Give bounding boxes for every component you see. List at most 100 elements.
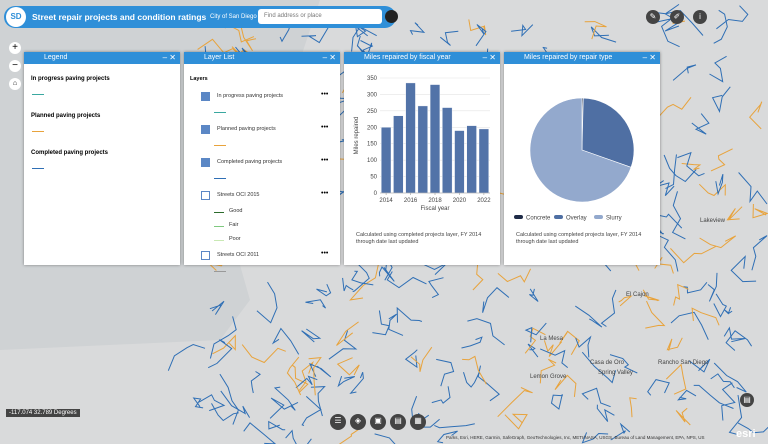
tool-button[interactable]: ▣ (370, 414, 386, 430)
road (462, 355, 487, 385)
road (596, 404, 615, 422)
pie-slice (581, 97, 635, 168)
layer-name: Completed paving projects (217, 159, 283, 165)
road (581, 387, 611, 408)
road (618, 295, 633, 307)
road (713, 9, 728, 44)
road (504, 413, 528, 430)
road (677, 151, 705, 177)
tool-button[interactable]: ◈ (350, 414, 366, 430)
layer-menu[interactable]: ••• (321, 157, 329, 164)
esri-logo: esri (736, 428, 756, 440)
road (316, 283, 332, 297)
chart: Concrete Overlay Slurry (514, 97, 635, 222)
road (721, 382, 736, 421)
layer-menu[interactable]: ••• (321, 250, 329, 257)
road (240, 24, 257, 51)
road (271, 327, 300, 355)
legend-label: Concrete (526, 216, 551, 222)
legend-swatch (594, 215, 603, 219)
layer-checkbox[interactable] (201, 92, 210, 101)
bar (478, 128, 489, 194)
layer-menu[interactable]: ••• (321, 190, 329, 197)
road (713, 293, 727, 318)
road (654, 96, 692, 121)
road (207, 339, 233, 369)
road (670, 245, 717, 264)
legend-swatch (32, 168, 44, 169)
road (256, 281, 278, 324)
road (428, 277, 444, 299)
road (337, 375, 355, 388)
header-bar: SD Street repair projects and condition … (4, 6, 398, 28)
chart-panel: Miles repaired by fiscal year – ✕ 0 50 100 1… (344, 52, 500, 265)
road (243, 422, 277, 444)
place-label: Lakeview (700, 218, 726, 224)
road (590, 26, 617, 43)
chart-caption: Calculated using completed projects laye… (356, 232, 482, 245)
road (713, 362, 747, 393)
layer-list-panel: Layer List – ✕ Layers In progress paving … (184, 52, 340, 272)
home[interactable]: ⌂ (9, 78, 21, 90)
place-label: La Mesa (540, 336, 564, 342)
x-tick-label: 2020 (453, 198, 467, 204)
search-button[interactable] (385, 10, 398, 23)
layers-heading: Layers (190, 76, 208, 82)
search-box[interactable]: Find address or place (258, 9, 382, 24)
road (723, 326, 746, 343)
layer-menu[interactable]: ••• (321, 124, 329, 131)
panel-header[interactable]: Miles repaired by fiscal year – ✕ (344, 52, 500, 64)
layer-menu[interactable]: ••• (321, 91, 329, 98)
panel-header[interactable]: Miles repaired by repair type – ✕ (504, 52, 660, 64)
y-tick-label: 250 (367, 109, 378, 115)
road (269, 397, 299, 419)
road (666, 337, 683, 351)
layer-checkbox[interactable] (201, 251, 210, 260)
basemap-button[interactable]: ▤ (740, 393, 754, 407)
road (285, 429, 312, 444)
zoom-in[interactable]: + (9, 42, 21, 54)
coordinates: -117.074 32.789 Degrees (6, 409, 80, 417)
road (683, 281, 708, 294)
road (609, 354, 638, 374)
logo[interactable]: SD (6, 7, 26, 27)
road (309, 363, 332, 378)
road (295, 375, 318, 389)
legend-swatch (214, 212, 224, 213)
x-axis-label: Fiscal year (420, 206, 449, 212)
road (671, 191, 686, 240)
road (559, 330, 580, 356)
road (738, 172, 768, 205)
layer-checkbox[interactable] (201, 158, 210, 167)
legend-label: Overlay (566, 216, 587, 222)
road (751, 235, 768, 271)
tool-button[interactable]: ▤ (390, 414, 406, 430)
tool-button[interactable]: ▦ (410, 414, 426, 430)
about-button[interactable]: i (693, 10, 707, 24)
road (310, 386, 326, 417)
road (354, 24, 369, 38)
road (219, 373, 239, 425)
road (439, 30, 459, 46)
panel-header[interactable]: Legend – ✕ (24, 52, 180, 64)
measure-button[interactable]: ✎ (646, 10, 660, 24)
road (723, 307, 733, 315)
road (656, 234, 679, 272)
road (677, 389, 697, 401)
road (351, 26, 377, 52)
road (715, 173, 724, 196)
bar (442, 107, 453, 194)
legend-label: Good (229, 208, 243, 214)
road (527, 343, 539, 358)
layer-checkbox[interactable] (201, 191, 210, 200)
place-label: Rancho San Diego (658, 360, 709, 366)
tool-button[interactable]: ☰ (330, 414, 346, 430)
road (647, 379, 670, 396)
draw-button[interactable]: ✐ (670, 10, 684, 24)
road (497, 387, 533, 418)
road (351, 270, 374, 286)
layer-checkbox[interactable] (201, 125, 210, 134)
panel-header[interactable]: Layer List – ✕ (184, 52, 340, 64)
zoom-out[interactable]: − (9, 60, 21, 72)
road (475, 24, 487, 47)
